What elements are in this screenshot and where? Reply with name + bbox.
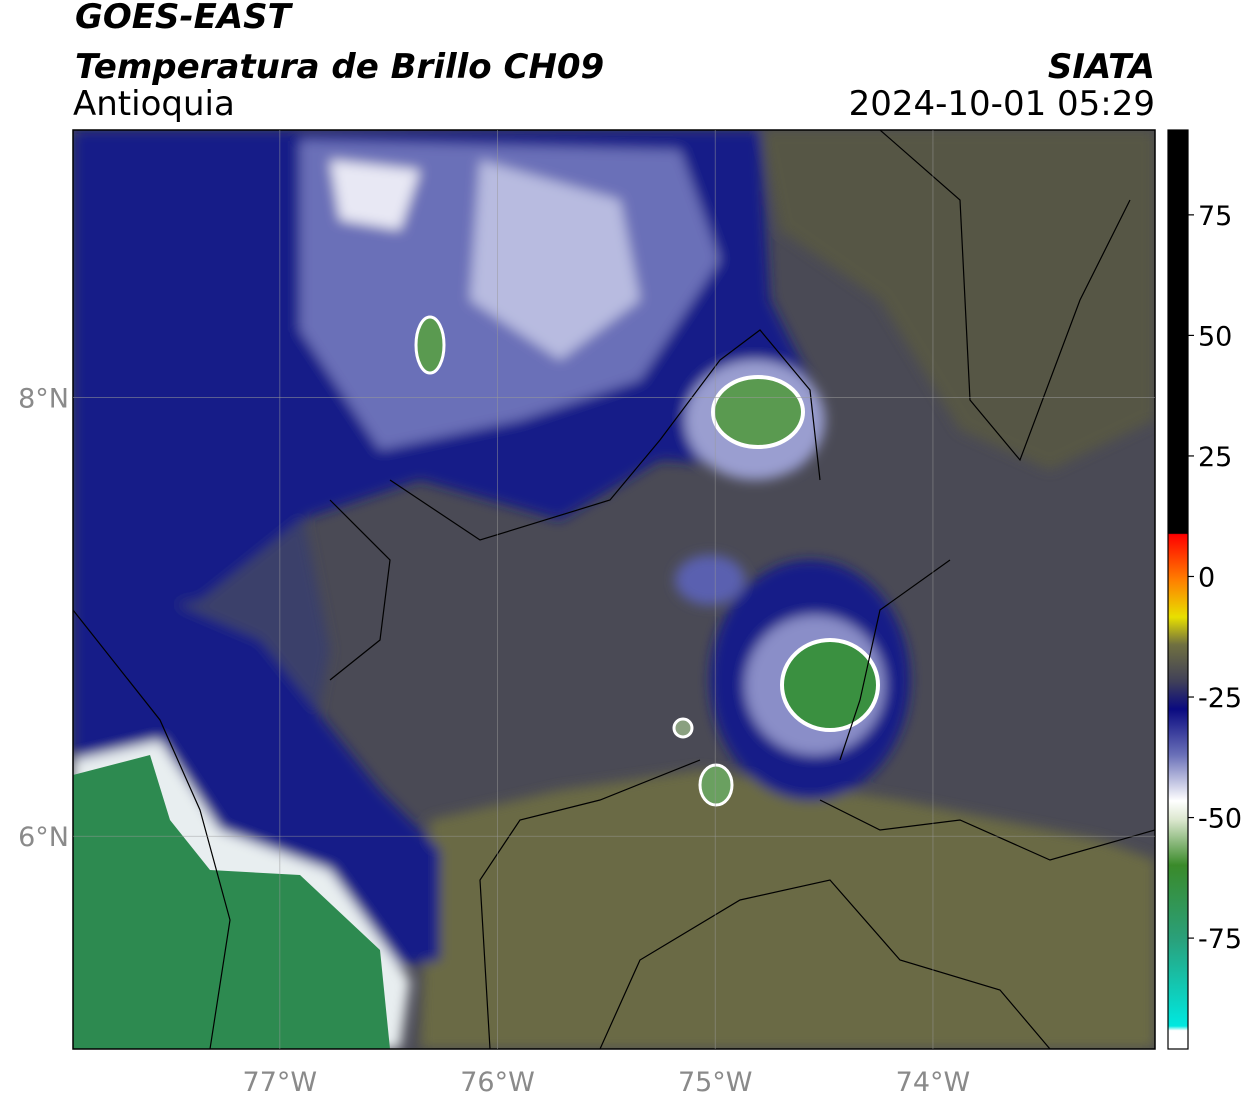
colorbar-tick-label: 75 (1198, 201, 1232, 232)
colorbar-tick-label: 25 (1198, 442, 1232, 473)
source: SIATA (1048, 47, 1155, 87)
colorbar-tick-label: 50 (1198, 321, 1232, 352)
colorbar-tick-label: -50 (1198, 804, 1242, 835)
colorbar (1167, 129, 1189, 1050)
region: Antioquia (73, 84, 235, 124)
product: Temperatura de Brillo CH09 (75, 47, 604, 87)
grid (73, 130, 1155, 1049)
y-tick-label: 8°N (18, 384, 69, 415)
map-frame (72, 129, 1156, 1050)
colorbar-tick-label: 0 (1198, 562, 1215, 593)
satellite: GOES-EAST (75, 0, 294, 37)
colorbar-tick-label: -25 (1198, 683, 1242, 714)
x-tick-label: 74°W (896, 1067, 971, 1098)
datetime: 2024-10-01 05:29 (849, 84, 1155, 124)
x-tick-label: 77°W (243, 1067, 318, 1098)
y-tick-label: 6°N (18, 822, 69, 853)
x-tick-label: 75°W (678, 1067, 753, 1098)
map-image (73, 130, 1155, 1049)
colorbar-tick-label: -75 (1198, 924, 1242, 955)
x-tick-label: 76°W (460, 1067, 535, 1098)
